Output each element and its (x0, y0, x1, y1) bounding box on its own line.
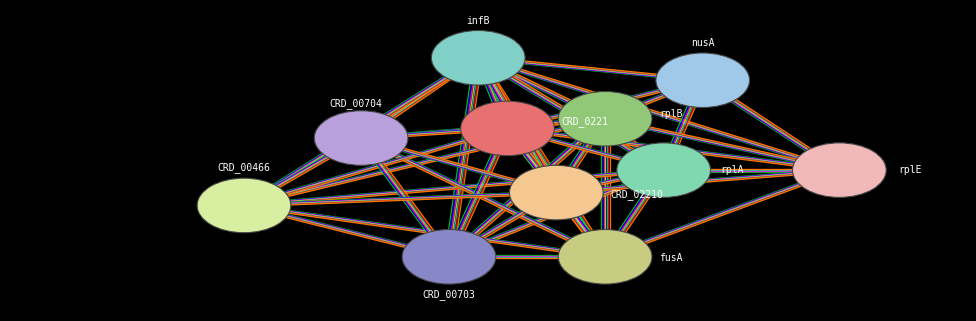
Ellipse shape (431, 30, 525, 85)
Ellipse shape (558, 230, 652, 284)
Text: CRD_00466: CRD_00466 (218, 162, 270, 173)
Text: infB: infB (467, 16, 490, 26)
Ellipse shape (197, 178, 291, 233)
Ellipse shape (793, 143, 886, 197)
Text: rplA: rplA (720, 165, 744, 175)
Ellipse shape (461, 101, 554, 156)
Text: rplE: rplE (898, 165, 921, 175)
Text: CRD_00703: CRD_00703 (423, 289, 475, 300)
Text: CRD_00704: CRD_00704 (330, 98, 383, 109)
Text: CRD_02210: CRD_02210 (610, 189, 663, 200)
Ellipse shape (314, 111, 408, 165)
Text: rplB: rplB (659, 109, 682, 119)
Text: fusA: fusA (659, 253, 682, 264)
Ellipse shape (558, 91, 652, 146)
Text: nusA: nusA (691, 38, 714, 48)
Ellipse shape (656, 53, 750, 108)
Text: CRD_0221: CRD_0221 (561, 117, 608, 127)
Ellipse shape (402, 230, 496, 284)
Ellipse shape (617, 143, 711, 197)
Ellipse shape (509, 165, 603, 220)
